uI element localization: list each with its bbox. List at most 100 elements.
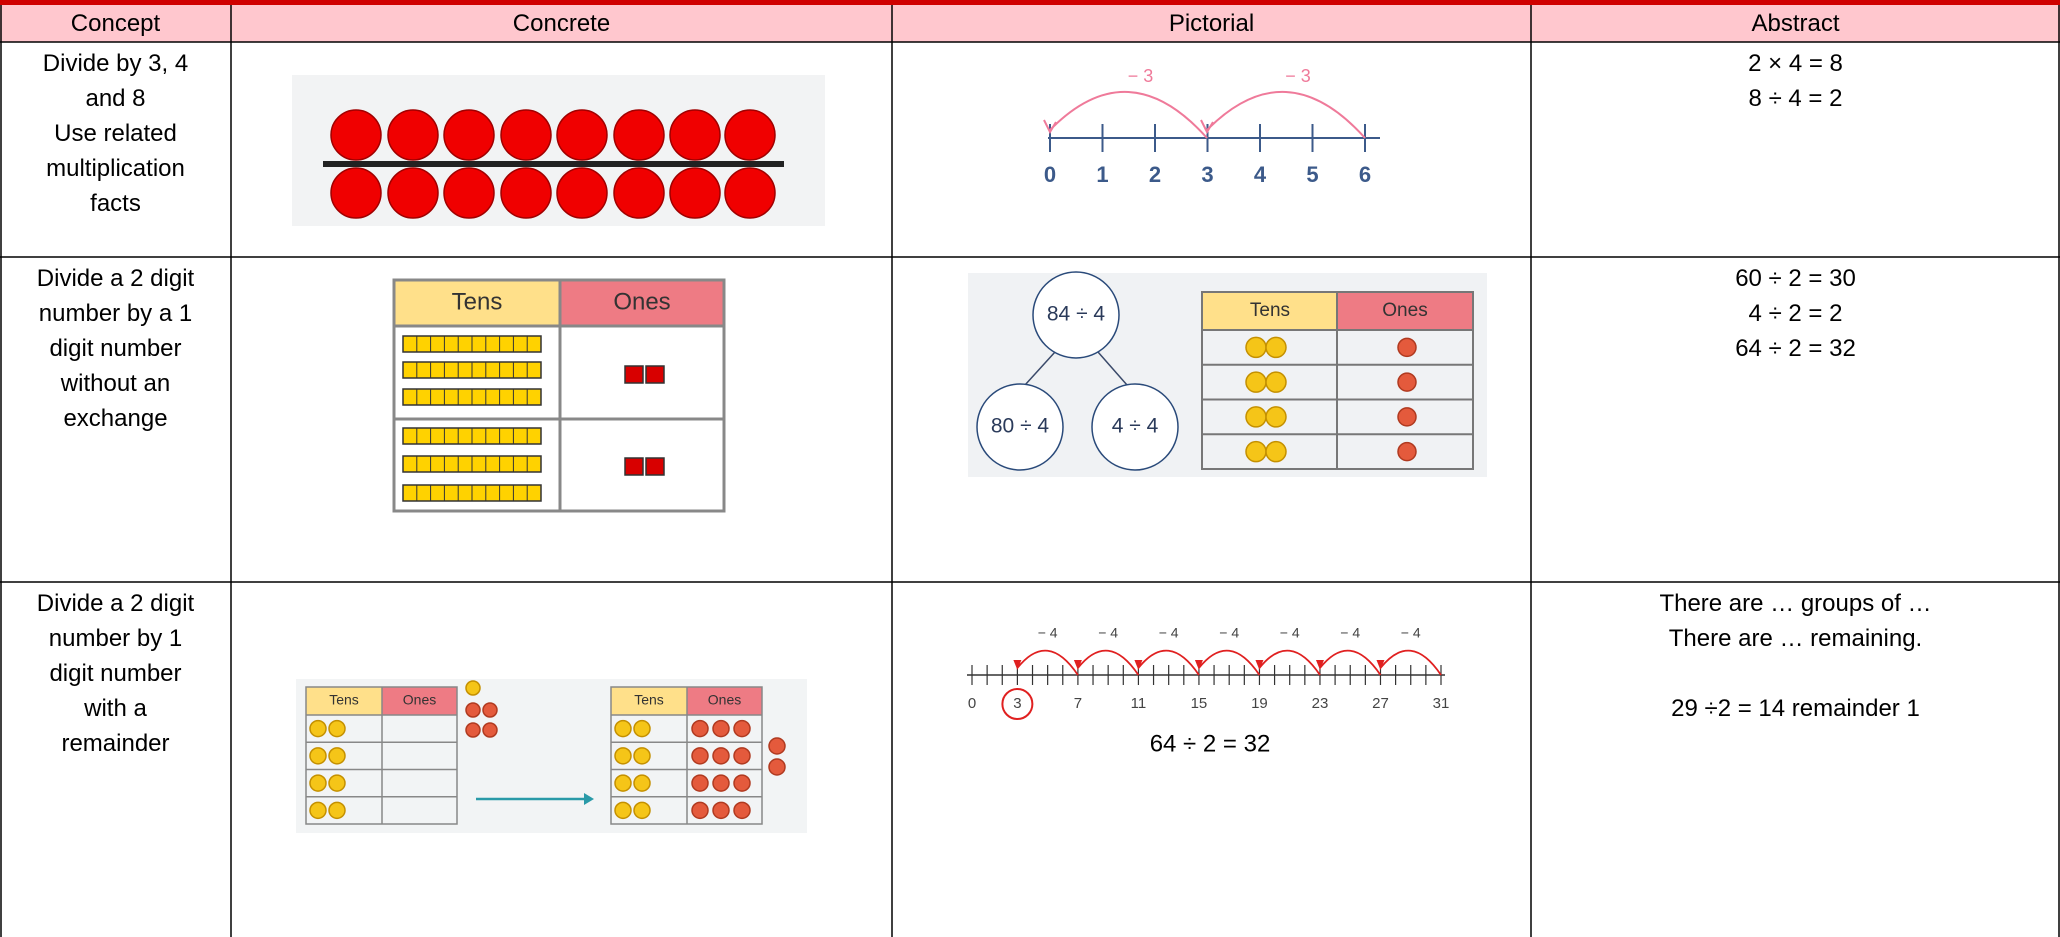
header-top-bar (0, 0, 2060, 5)
bond-line (1024, 351, 1056, 386)
counter (328, 801, 346, 820)
abstract-line: There are … groups of … (1659, 590, 1932, 617)
arrow-head (1043, 119, 1057, 135)
abstract-paragraph: There are … groups of … There are … remai… (1531, 586, 2060, 656)
counter (733, 747, 751, 765)
counter (1397, 407, 1417, 427)
counter (691, 747, 709, 765)
header-cell: Abstract (1751, 10, 1840, 37)
header-bg (0, 0, 2060, 42)
one-cube (645, 365, 665, 384)
tick-label: 5 (1306, 162, 1318, 187)
concept-line: and 8 (85, 85, 146, 112)
jump-arc (1206, 90, 1366, 139)
abstract-line: 8 ÷ 4 = 2 (1748, 85, 1843, 112)
concept-line: digit number (49, 660, 182, 687)
counter (613, 109, 665, 161)
counter (1245, 371, 1267, 393)
jump-label: − 4 (1219, 625, 1239, 641)
counter (1265, 406, 1287, 428)
jump-arc (1198, 649, 1261, 676)
one-cube (624, 365, 644, 384)
abstract-cell: 60 ÷ 2 = 30 4 ÷ 2 = 2 64 ÷ 2 = 32 (1531, 261, 2060, 366)
concept-line: without an (60, 370, 171, 397)
tick-label: 19 (1251, 695, 1268, 712)
counter (500, 167, 552, 219)
counter (691, 719, 709, 738)
arrow-head (1134, 660, 1143, 670)
counter (443, 167, 495, 219)
pv-header: Ones (613, 288, 670, 315)
counter (482, 702, 498, 718)
pv-header-ones (560, 280, 724, 326)
arrow-head (1255, 660, 1264, 670)
counter (733, 801, 751, 820)
pv-header-ones (382, 687, 457, 715)
arrow-head (1013, 660, 1022, 670)
concept-line: Divide a 2 digit (36, 265, 195, 292)
pv-header-tens (611, 687, 687, 715)
concept-line: number by 1 (48, 625, 183, 652)
pv-header: Ones (708, 692, 741, 708)
counter (1245, 336, 1267, 359)
tick-label: 31 (1433, 695, 1450, 712)
counter (633, 747, 651, 765)
bond-circle (1032, 271, 1120, 359)
counter (1397, 441, 1417, 462)
tick-label: 2 (1149, 162, 1161, 187)
arrow-head (1194, 660, 1203, 670)
tick-label: 0 (1044, 162, 1056, 187)
highlight-ring (1001, 688, 1034, 720)
bond-label: 84 ÷ 4 (1047, 303, 1106, 326)
concept-line: exchange (63, 405, 168, 432)
tick-label: 23 (1312, 695, 1329, 712)
concept-line: Divide a 2 digit (36, 590, 195, 617)
counter (556, 109, 608, 161)
jump-arc (1379, 649, 1442, 676)
arrow-head (584, 793, 594, 805)
abstract-paragraph: 2 × 4 = 8 8 ÷ 4 = 2 (1531, 46, 2060, 116)
jump-label: − 4 (1401, 625, 1421, 641)
one-cube (645, 457, 665, 476)
jump-arc (1077, 649, 1140, 676)
pv-header-tens (1202, 292, 1337, 330)
tick-label: 11 (1131, 695, 1147, 712)
header-cell: Concept (70, 10, 161, 37)
jump-arc (1049, 90, 1208, 139)
arrow-head (1315, 660, 1324, 670)
jump-label: − 4 (1280, 625, 1300, 641)
counter (443, 109, 495, 161)
abstract-line: 4 ÷ 2 = 2 (1748, 300, 1843, 327)
pv-header: Tens (452, 288, 503, 315)
counter (465, 680, 481, 696)
pv-header-ones (687, 687, 762, 715)
counter (712, 801, 730, 820)
header-cell: Pictorial (1168, 10, 1255, 37)
counter (614, 747, 632, 765)
tick-label: 1 (1096, 162, 1108, 187)
counter (465, 722, 481, 738)
counter (669, 167, 721, 219)
counter (328, 774, 346, 792)
counter (328, 719, 346, 738)
bond-label: 80 ÷ 4 (991, 415, 1050, 438)
counter (712, 747, 730, 765)
bond-circle (1091, 383, 1179, 471)
jump-label: − 3 (1285, 66, 1311, 86)
abstract-paragraph: 60 ÷ 2 = 30 4 ÷ 2 = 2 64 ÷ 2 = 32 (1531, 261, 2060, 366)
pv-header: Ones (403, 692, 436, 708)
concept-cell: Divide a 2 digit number by 1 digit number w… (0, 586, 231, 761)
abstract-line: There are … remaining. (1668, 625, 1923, 652)
concept-line: facts (90, 190, 141, 217)
concept-line: multiplication (46, 155, 185, 182)
counter (465, 702, 481, 718)
counter (633, 801, 651, 820)
counter (309, 801, 327, 820)
pv-header: Tens (1250, 300, 1290, 321)
pv-header-tens (394, 280, 560, 326)
jump-label: − 4 (1340, 625, 1360, 641)
jump-arc (1258, 649, 1321, 676)
jump-arc (1319, 649, 1382, 676)
counter (309, 747, 327, 765)
